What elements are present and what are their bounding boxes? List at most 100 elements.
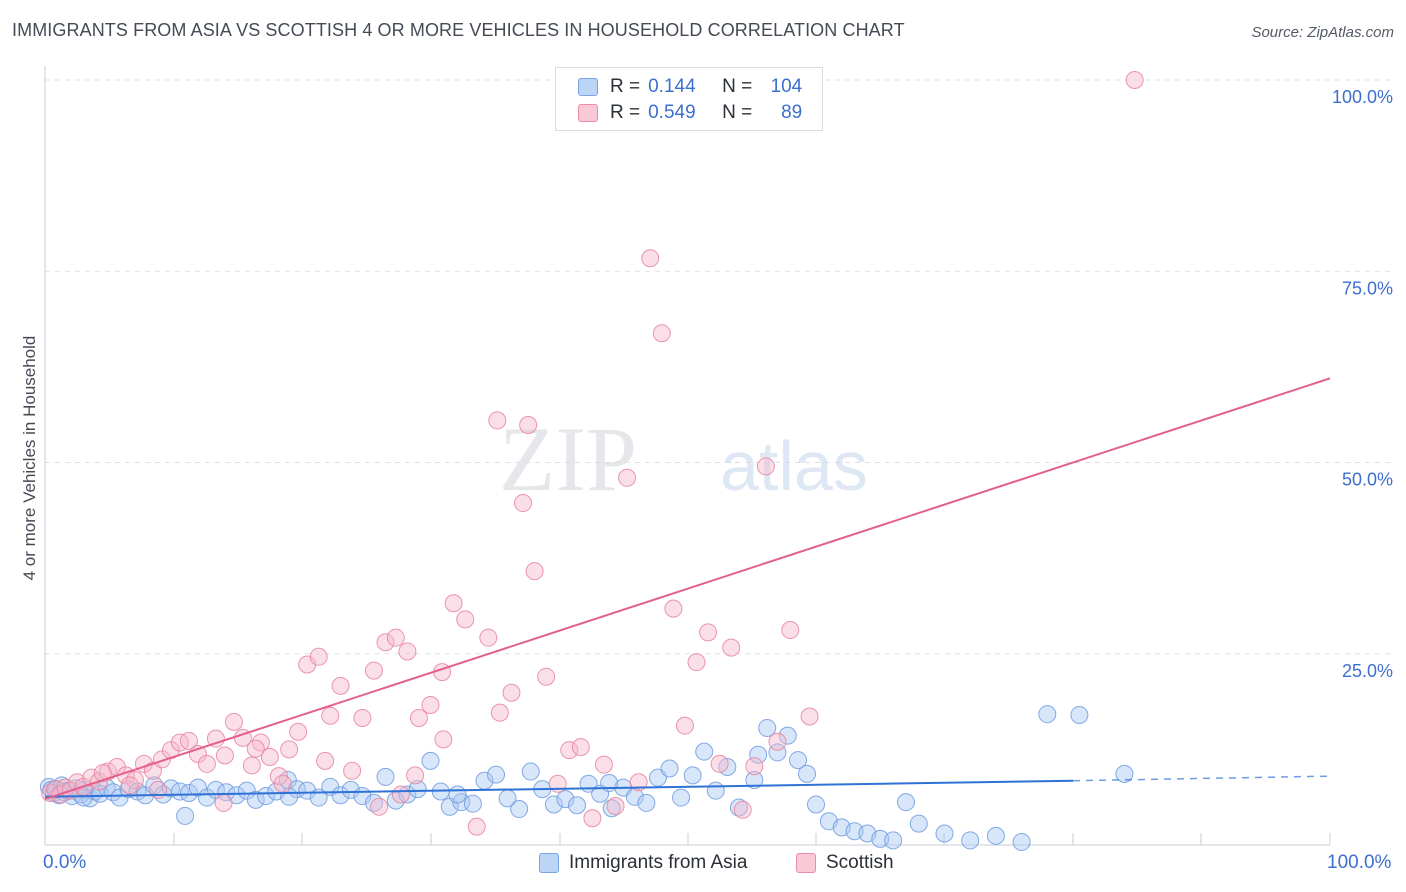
point [514, 494, 533, 513]
axes [44, 66, 1331, 846]
point [125, 770, 144, 789]
point [456, 610, 475, 629]
point [1012, 832, 1031, 851]
point [961, 831, 980, 850]
point [502, 683, 521, 702]
point [594, 755, 613, 774]
n-value: 104 [770, 76, 803, 97]
legend-item-scottish[interactable]: Scottish [796, 852, 894, 874]
point [152, 750, 171, 769]
point [745, 770, 764, 789]
point [660, 759, 679, 778]
point [571, 738, 590, 757]
legend-swatch-scottish [796, 853, 816, 873]
watermark-atlas: atlas [720, 427, 868, 505]
point [179, 783, 198, 802]
point [986, 826, 1005, 845]
point [224, 712, 243, 731]
point [188, 778, 207, 797]
point [376, 767, 395, 786]
point [448, 785, 467, 804]
n-label: N = [722, 102, 753, 123]
point [176, 806, 195, 825]
point [298, 781, 317, 800]
point [807, 795, 825, 814]
point [606, 796, 625, 815]
r-label: R = [610, 76, 641, 97]
grid-lines [45, 79, 1395, 655]
stats-row-scottish: R = 0.549 N = 89 [578, 101, 802, 125]
r-value: 0.144 [648, 76, 696, 97]
legend-item-asia[interactable]: Immigrants from Asia [539, 852, 747, 874]
n-label: N = [722, 76, 753, 97]
point [525, 562, 544, 581]
point [331, 676, 350, 695]
point [733, 800, 752, 819]
scottish-swatch [578, 104, 598, 122]
point [768, 732, 787, 751]
point [521, 762, 540, 781]
point [683, 766, 702, 785]
point [672, 788, 691, 807]
point [197, 754, 216, 773]
point [749, 745, 768, 764]
point [1070, 705, 1089, 724]
point [463, 794, 482, 813]
point [1115, 764, 1134, 783]
point [488, 411, 507, 430]
y-tick-label-50: 50.0% [1342, 470, 1393, 490]
point [309, 647, 328, 666]
point [217, 783, 236, 802]
point [237, 781, 256, 800]
x-tick-min: 0.0% [43, 852, 87, 873]
point [386, 628, 405, 647]
watermark-zip: ZIP [499, 408, 637, 510]
point [909, 814, 928, 833]
point [781, 621, 800, 640]
point [695, 742, 714, 761]
point [519, 416, 538, 435]
point [745, 757, 764, 776]
point [341, 780, 360, 799]
point [467, 817, 486, 836]
r-value: 0.549 [648, 102, 696, 123]
point [421, 751, 440, 770]
y-axis-title: 4 or more Vehicles in Household [20, 335, 39, 581]
point [871, 829, 890, 848]
legend: Immigrants from Asia Scottish [0, 852, 1406, 878]
point [376, 633, 395, 652]
point [544, 795, 563, 814]
point [246, 790, 265, 809]
point [758, 718, 777, 737]
point [1125, 71, 1144, 89]
point [935, 824, 954, 843]
point [331, 786, 350, 805]
trend-line-asia [44, 779, 1074, 798]
point [343, 761, 362, 780]
point [391, 785, 410, 804]
point [556, 790, 575, 809]
point [406, 766, 425, 785]
stats-row-asia: R = 0.144 N = 104 [578, 75, 802, 99]
point [710, 754, 729, 773]
asia-swatch [578, 78, 598, 96]
stats-box: R = 0.144 N = 104 R = 0.549 N = 89 [555, 67, 823, 131]
series-immigrants-from-asia [39, 705, 1134, 851]
point [370, 797, 389, 816]
point [242, 756, 261, 775]
point [567, 796, 586, 815]
point [280, 740, 299, 759]
point [510, 800, 529, 819]
point [537, 667, 556, 686]
point [778, 726, 797, 745]
point [179, 731, 198, 750]
point [251, 733, 270, 752]
point [706, 781, 725, 800]
source-label: Source: ZipAtlas.com [1251, 24, 1394, 41]
trend-lines [44, 377, 1331, 801]
point [884, 831, 903, 850]
x-tick-max: 100.0% [1327, 852, 1392, 873]
point [434, 730, 453, 749]
point [756, 457, 775, 476]
